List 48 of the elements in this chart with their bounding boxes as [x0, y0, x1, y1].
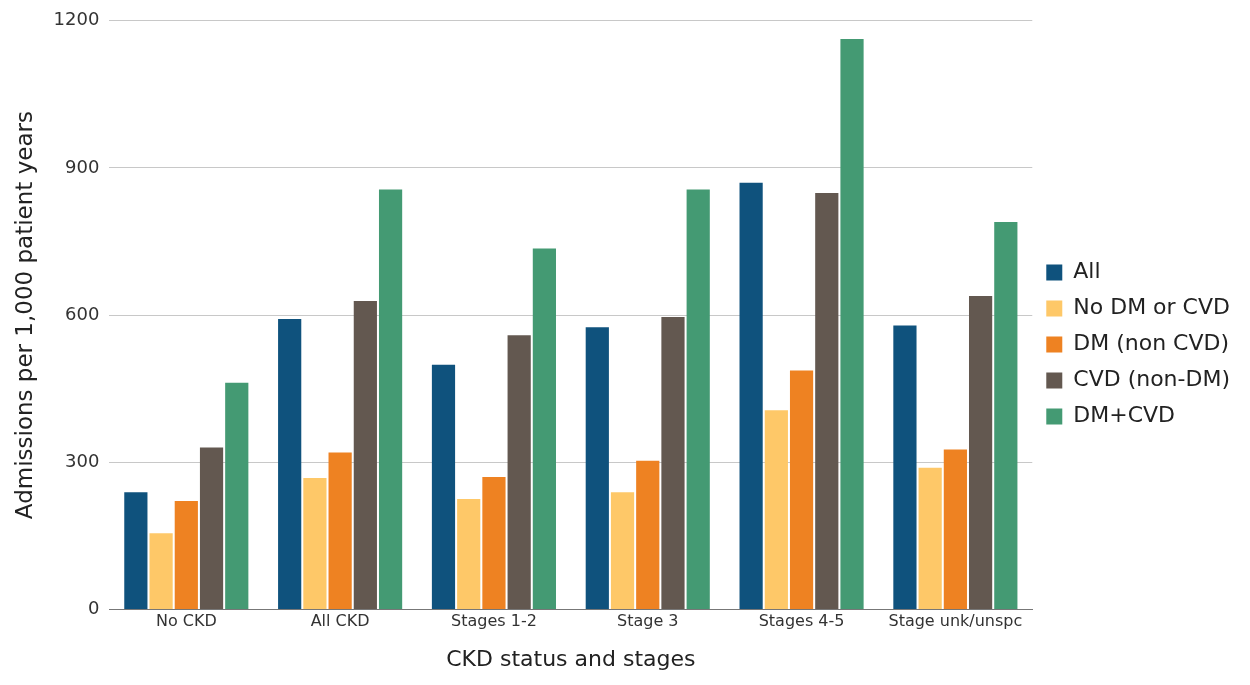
bar [303, 477, 327, 609]
bar [507, 335, 531, 609]
bar [124, 492, 148, 609]
bar [353, 300, 377, 609]
y-tick-label: 600 [65, 302, 100, 324]
y-axis-title: Admissions per 1,000 patient years [10, 111, 37, 520]
x-tick-label: Stage unk/unspc [888, 611, 1023, 631]
legend-label: No DM or CVD [1073, 294, 1230, 320]
x-tick-label: All CKD [310, 611, 370, 631]
bar [994, 221, 1018, 609]
bar [278, 319, 302, 609]
bar [918, 467, 942, 609]
bar [585, 327, 609, 609]
bar [199, 447, 224, 609]
bar [661, 317, 685, 609]
bar [686, 189, 710, 609]
bar [482, 476, 506, 609]
x-tick-label: Stages 4-5 [758, 611, 845, 631]
legend-label: DM+CVD [1073, 402, 1175, 428]
bar [840, 38, 864, 609]
bar [943, 449, 967, 609]
legend-label: CVD (non-DM) [1073, 366, 1230, 392]
bar [378, 189, 403, 609]
bar [764, 410, 788, 609]
y-tick-label: 300 [65, 449, 100, 471]
y-tick-label: 0 [87, 597, 100, 619]
bar [431, 364, 456, 609]
x-tick-label: Stages 1-2 [451, 611, 537, 631]
bar [328, 452, 352, 609]
bar [893, 325, 917, 609]
bar [532, 248, 556, 609]
bar [739, 182, 763, 609]
bar [969, 295, 993, 609]
bar [815, 192, 839, 609]
x-tick-label: Stage 3 [617, 611, 679, 631]
bar [789, 370, 814, 609]
y-tick-label: 900 [65, 155, 100, 177]
bar [457, 499, 481, 609]
bar [636, 460, 660, 609]
bar [174, 501, 198, 609]
bar [149, 533, 173, 609]
x-tick-label: No CKD [155, 611, 217, 631]
x-axis-title: CKD status and stages [446, 645, 696, 671]
y-tick-label: 1200 [53, 8, 100, 30]
bar [610, 492, 635, 609]
bar [225, 382, 249, 609]
legend-label: All [1073, 258, 1101, 284]
legend-label: DM (non CVD) [1073, 330, 1230, 356]
